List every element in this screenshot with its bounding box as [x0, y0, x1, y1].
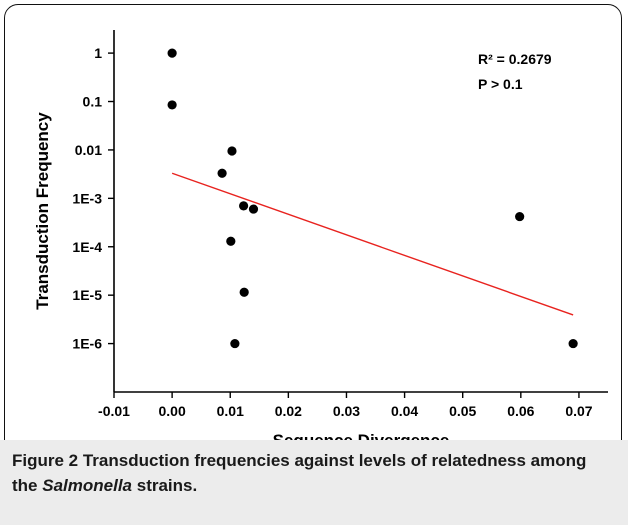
caption-label: Figure 2	[12, 451, 79, 470]
caption-text: Transduction frequencies against levels …	[12, 451, 587, 495]
axes	[113, 30, 608, 393]
x-axis-title: Sequence Divergence	[273, 431, 450, 440]
y-tick-label: 0.01	[75, 142, 102, 158]
y-tick-label: 1E-5	[72, 287, 102, 303]
data-point	[230, 338, 240, 349]
x-ticks: -0.01 0.00 0.01 0.02 0.03 0.04 0.05 0.06 0.07	[98, 392, 593, 419]
data-point	[515, 211, 525, 222]
y-tick-label: 1E-6	[72, 336, 102, 352]
scatter-chart: -0.01 0.00 0.01 0.02 0.03 0.04 0.05 0.06 0.07 1E…	[33, 30, 608, 440]
data-point	[167, 100, 177, 110]
data-point	[248, 204, 259, 214]
p-value-annotation: P > 0.1	[478, 76, 523, 92]
x-tick-label: 0.02	[275, 403, 302, 419]
data-point	[239, 287, 249, 297]
r-squared-annotation: R² = 0.2679	[478, 51, 552, 67]
x-tick-label: -0.01	[98, 403, 130, 419]
data-point	[568, 338, 578, 349]
data-point	[217, 168, 227, 178]
y-axis-title: Transduction Frequency	[33, 112, 52, 310]
y-tick-label: 1E-4	[72, 239, 102, 255]
data-point	[239, 201, 249, 211]
y-tick-label: 1E-3	[72, 190, 102, 206]
y-tick-label: 0.1	[83, 94, 103, 110]
figure-caption: Figure 2 Transduction frequencies agains…	[12, 448, 614, 498]
x-tick-label: 0.06	[507, 403, 534, 419]
x-tick-label: 0.00	[158, 403, 185, 419]
x-tick-label: 0.01	[217, 403, 244, 419]
x-tick-label: 0.05	[449, 403, 476, 419]
data-point	[227, 146, 237, 156]
caption-background	[0, 440, 628, 525]
caption-italic: Salmonella	[42, 476, 132, 495]
data-point	[226, 236, 236, 246]
y-tick-label: 1	[94, 45, 102, 61]
trendline	[171, 172, 574, 316]
data-point	[167, 48, 177, 58]
data-points	[167, 48, 578, 349]
x-tick-label: 0.03	[333, 403, 360, 419]
y-ticks: 1E-6 1E-5 1E-4 1E-3 0.01 0.1 1	[72, 45, 114, 352]
caption-text-end: strains.	[136, 476, 198, 495]
x-tick-label: 0.07	[565, 403, 592, 419]
x-tick-label: 0.04	[391, 403, 418, 419]
